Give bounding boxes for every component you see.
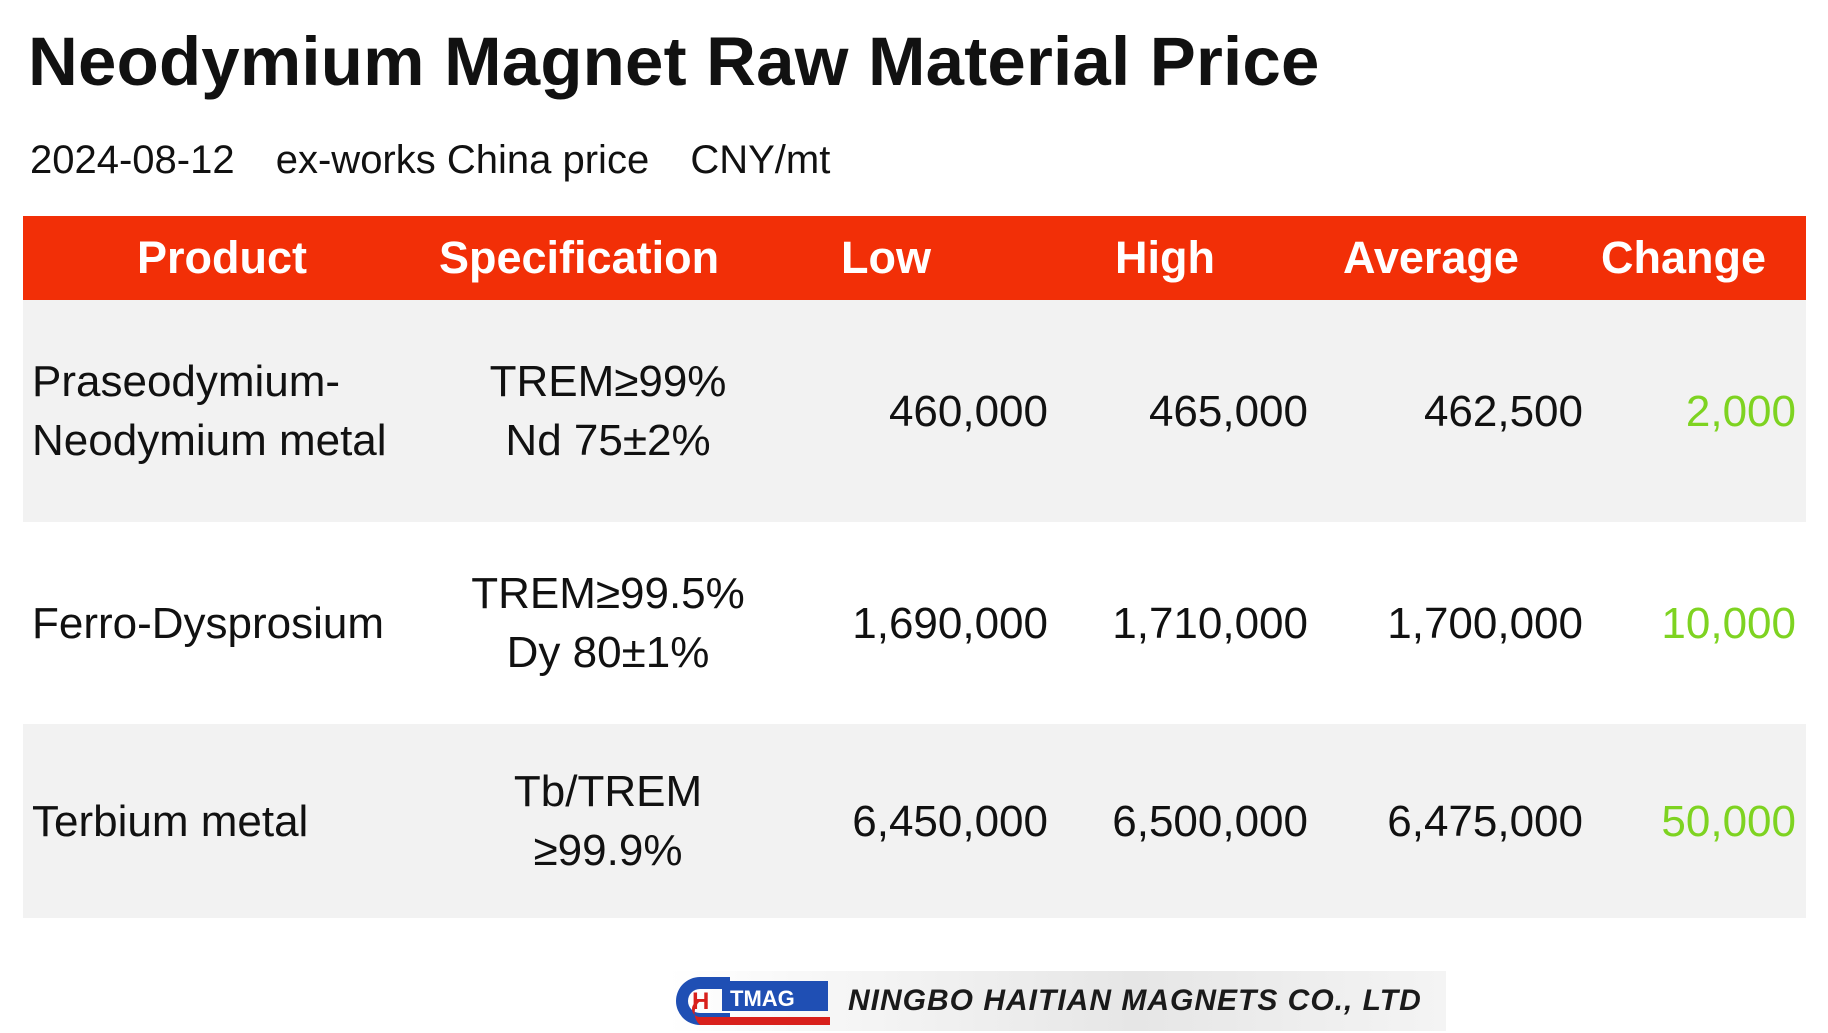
page-title: Neodymium Magnet Raw Material Price [28,23,1320,100]
low-cell: 460,000 [888,386,1048,436]
htmag-logo-icon: H TMAG [676,977,830,1025]
change-cell: 10,000 [1661,598,1796,648]
header-product: Product [137,232,308,283]
svg-text:TMAG: TMAG [730,986,795,1011]
spec-line: Nd 75±2% [505,416,711,465]
price-date: 2024-08-12 [30,138,235,182]
high-cell: 6,500,000 [1112,796,1308,846]
product-cell: Ferro-Dysprosium [32,522,432,724]
header-high: High [1115,232,1215,283]
price-table: Product Specification Low High Average C… [23,216,1806,918]
spec-line: Tb/TREM [513,767,703,816]
spec-line: Dy 80±1% [506,628,710,677]
average-cell: 462,500 [1423,386,1583,436]
product-line: Neodymium metal [32,416,387,465]
header-average: Average [1343,232,1519,283]
company-name: NINGBO HAITIAN MAGNETS CO., LTD [848,984,1422,1017]
spec-line: TREM≥99% [489,357,727,406]
spec-line: ≥99.9% [533,826,683,875]
change-cell: 50,000 [1661,796,1796,846]
low-cell: 6,450,000 [852,796,1048,846]
low-cell: 1,690,000 [852,598,1048,648]
high-cell: 465,000 [1148,386,1308,436]
table-header: Product Specification Low High Average C… [23,216,1806,300]
spec-cell: TREM≥99% Nd 75±2% [423,300,793,522]
product-cell: Terbium metal [32,724,432,918]
average-cell: 6,475,000 [1387,796,1583,846]
subtitle: 2024-08-12 ex-works China price CNY/mt [30,138,860,183]
price-unit: CNY/mt [690,138,831,182]
product-line: Praseodymium- [32,357,341,406]
header-change: Change [1601,232,1767,283]
average-cell: 1,700,000 [1387,598,1583,648]
product-cell: Praseodymium- Neodymium metal [32,300,432,522]
table-row: Ferro-Dysprosium TREM≥99.5% Dy 80±1% 1,6… [23,522,1806,724]
header-low: Low [841,232,931,283]
product-line: Ferro-Dysprosium [32,598,385,648]
spec-line: TREM≥99.5% [471,569,745,618]
change-cell: 2,000 [1685,386,1796,436]
spec-cell: Tb/TREM ≥99.9% [423,724,793,918]
spec-cell: TREM≥99.5% Dy 80±1% [423,522,793,724]
price-basis: ex-works China price [275,138,650,182]
header-specification: Specification [439,232,720,283]
table-row: Praseodymium- Neodymium metal TREM≥99% N… [23,300,1806,522]
svg-text:H: H [692,988,709,1015]
table-row: Terbium metal Tb/TREM ≥99.9% 6,450,000 6… [23,724,1806,918]
product-line: Terbium metal [32,796,309,846]
high-cell: 1,710,000 [1112,598,1308,648]
company-logo-banner: H TMAG NINGBO HAITIAN MAGNETS CO., LTD [668,971,1446,1031]
